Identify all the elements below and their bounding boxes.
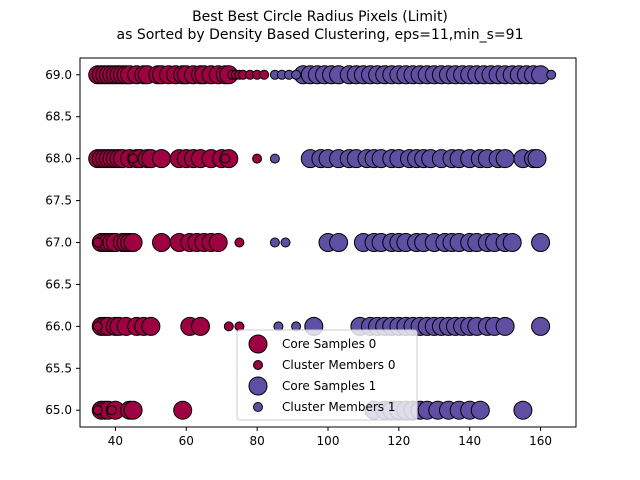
y-tick-label: 66.0 [45, 319, 72, 333]
y-tick-label: 69.0 [45, 68, 72, 82]
data-point [546, 69, 557, 80]
chart-title: Best Best Circle Radius Pixels (Limit) [192, 9, 448, 25]
data-point [531, 316, 551, 336]
y-tick-label: 65.5 [45, 361, 72, 375]
legend-label: Core Samples 1 [282, 379, 376, 393]
data-point [531, 233, 551, 252]
data-point [527, 149, 547, 169]
x-tick-label: 120 [387, 434, 410, 448]
data-point [502, 233, 522, 252]
x-tick-label: 40 [108, 434, 123, 448]
y-tick-label: 65.0 [45, 403, 72, 417]
data-point [92, 405, 103, 416]
legend-label: Cluster Members 0 [282, 358, 395, 372]
x-tick-label: 100 [317, 434, 340, 448]
data-point [173, 400, 193, 420]
data-point [152, 233, 171, 252]
data-point [123, 400, 143, 420]
y-tick-label: 67.0 [45, 236, 72, 250]
legend-label: Cluster Members 1 [282, 400, 395, 414]
legend-marker [253, 360, 263, 370]
chart-subtitle: as Sorted by Density Based Clustering, e… [117, 27, 524, 43]
data-point [259, 69, 270, 80]
data-point [128, 153, 139, 164]
data-point [280, 237, 291, 248]
legend-marker [253, 402, 263, 412]
data-point [513, 400, 533, 420]
y-tick-label: 68.5 [45, 110, 72, 124]
data-point [495, 149, 515, 169]
legend-box [236, 329, 418, 421]
legend-label: Core Samples 0 [282, 337, 376, 351]
data-point [123, 233, 143, 252]
data-point [470, 400, 490, 420]
data-point [92, 321, 103, 332]
y-axis: 65.0 65.5 66.0 66.5 67.0 67.5 68.0 68.5 69.0 [45, 68, 80, 417]
data-point [329, 233, 349, 252]
x-tick-label: 60 [179, 434, 194, 448]
legend-marker [248, 376, 268, 396]
data-point [141, 316, 161, 336]
data-point [252, 153, 263, 164]
data-point [269, 153, 280, 164]
data-point [269, 237, 280, 248]
data-point [223, 321, 234, 332]
data-point [106, 405, 117, 416]
data-point [495, 316, 515, 336]
y-tick-label: 68.0 [45, 152, 72, 166]
data-point [208, 233, 228, 252]
legend: Core Samples 0 Cluster Members 0 Core Samp… [236, 329, 418, 421]
data-point [92, 237, 103, 248]
x-tick-label: 140 [458, 434, 481, 448]
data-point [220, 153, 231, 164]
y-tick-label: 67.5 [45, 194, 72, 208]
x-axis: 40 60 80 100 120 140 160 [108, 427, 552, 448]
data-point [234, 237, 245, 248]
data-point [291, 69, 302, 80]
data-point [191, 316, 210, 336]
x-tick-label: 80 [250, 434, 265, 448]
data-point [152, 149, 171, 169]
legend-marker [248, 334, 268, 354]
x-tick-label: 160 [529, 434, 552, 448]
y-tick-label: 66.5 [45, 277, 72, 291]
